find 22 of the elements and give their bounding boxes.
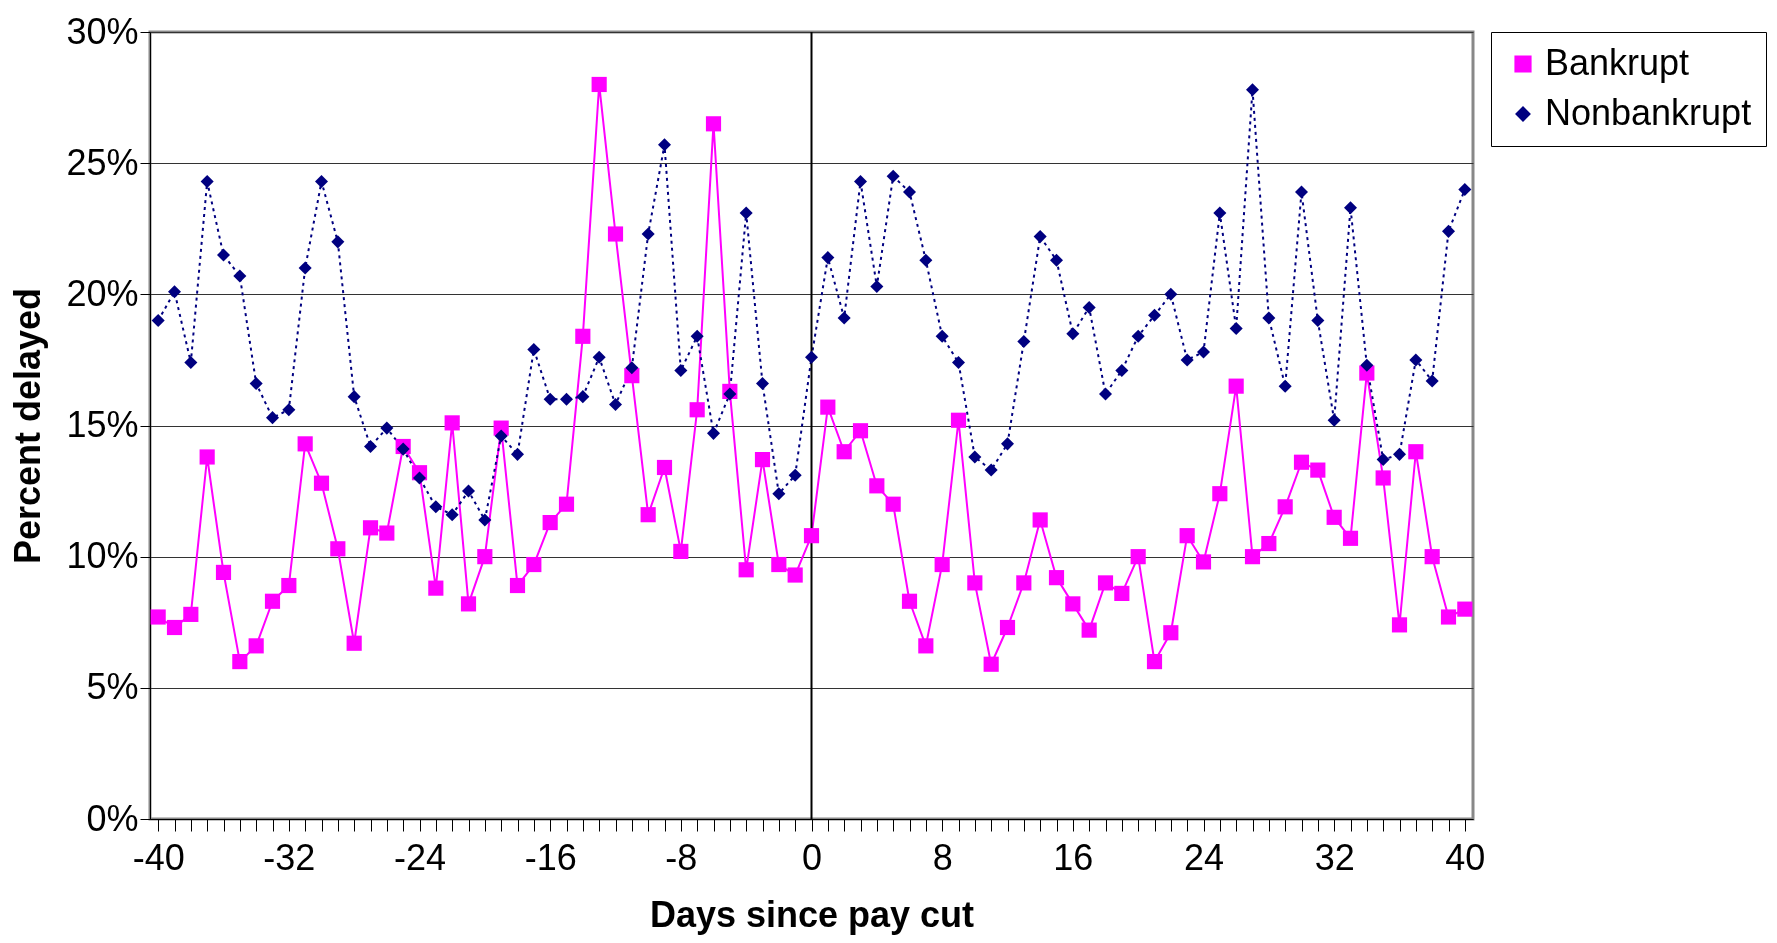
x-axis-title: Days since pay cut [649,893,975,935]
y-tick-label: 10% [66,535,139,577]
y-tick-label: 15% [66,404,139,445]
legend-label: Nonbankrupt [1545,92,1752,133]
x-tick-label: 8 [932,836,953,878]
legend-label: Bankrupt [1545,42,1690,83]
x-tick-label: 0 [801,836,823,878]
y-tick-label: 0% [86,797,139,839]
x-tick-label: -32 [263,836,316,878]
x-tick-label: -8 [665,836,698,878]
x-tick-label: -16 [524,836,577,878]
y-axis-title: Percent delayed [7,287,49,565]
x-tick-label: -24 [393,836,447,878]
x-tick-label: -40 [132,836,185,878]
x-tick-label: 16 [1053,836,1094,878]
x-tick-label: 40 [1445,836,1486,878]
x-tick-label: 24 [1183,836,1225,878]
y-tick-label: 5% [86,666,139,708]
y-tick-label: 30% [66,10,139,52]
x-tick-label: 32 [1314,836,1355,878]
y-tick-label: 25% [66,141,139,183]
y-tick-label: 20% [66,272,139,314]
